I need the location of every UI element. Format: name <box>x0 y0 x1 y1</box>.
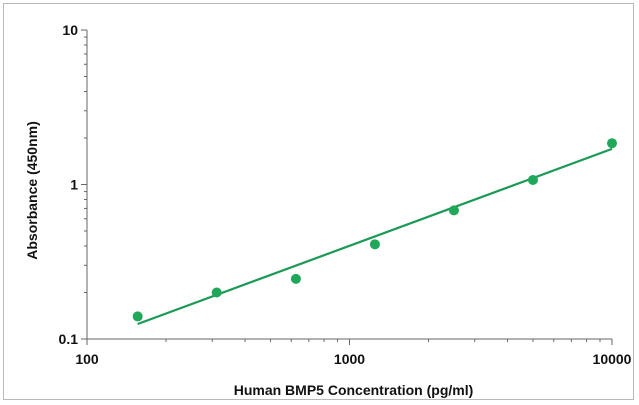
fit-line <box>137 147 613 326</box>
x-tick-label: 100 <box>75 351 99 367</box>
x-ticks: 100 1000 10000 <box>75 339 632 367</box>
data-point <box>369 239 380 250</box>
y-axis-title: Absorbance (450nm) <box>24 121 40 259</box>
y-ticks: 0.1 1 10 <box>59 22 87 347</box>
data-points <box>132 138 617 322</box>
data-point <box>448 205 459 216</box>
x-axis-title: Human BMP5 Concentration (pg/ml) <box>234 382 474 398</box>
y-tick-label: 10 <box>62 22 78 38</box>
y-tick-label: 1 <box>70 177 78 193</box>
x-tick-label: 10000 <box>593 351 632 367</box>
data-point <box>211 287 222 298</box>
data-point <box>607 138 617 149</box>
data-point <box>132 311 143 322</box>
y-tick-label: 0.1 <box>59 331 79 347</box>
chart-frame <box>3 3 634 400</box>
data-point <box>527 174 538 185</box>
data-point <box>290 273 301 284</box>
x-tick-label: 1000 <box>334 351 365 367</box>
fit-line-group <box>137 147 613 326</box>
